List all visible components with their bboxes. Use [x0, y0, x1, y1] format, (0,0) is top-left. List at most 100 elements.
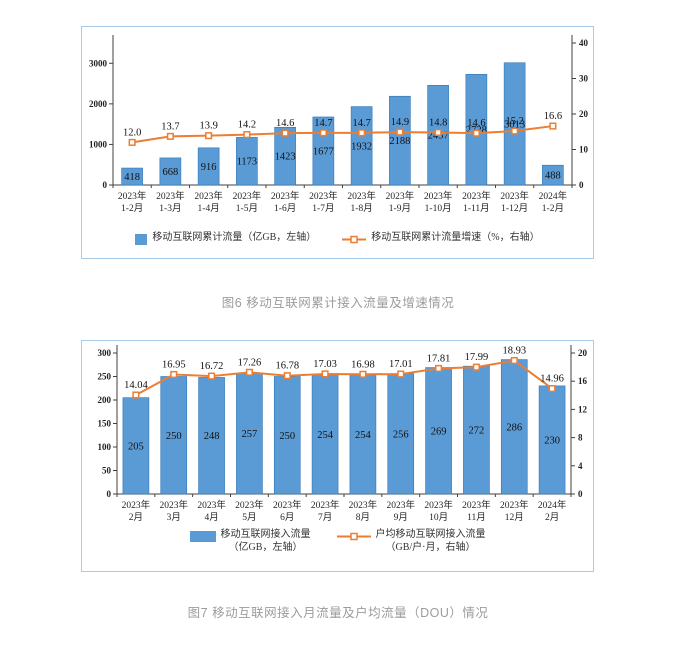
category-label: 2023年 11月	[462, 499, 491, 523]
category-label: 2023年 1-11月	[462, 190, 491, 214]
bar-value-label: 205	[128, 441, 144, 452]
figure6-caption: 图6 移动互联网累计接入流量及增速情况	[221, 296, 455, 310]
bar-value-label: 256	[393, 429, 409, 440]
left-axis-tick-label: 300	[98, 348, 112, 358]
bar-value-label: 2188	[389, 136, 410, 147]
bar	[274, 126, 296, 186]
line-marker	[472, 363, 480, 371]
line-value-label: 16.6	[544, 111, 562, 122]
figure7-chart-card: 0 50 100 150 200 250 300 0 4 8 12 16 20 205 250 248 257 2…	[81, 340, 594, 572]
line-value-label: 14.7	[352, 118, 370, 129]
figure6-chart-card: 0 1000 2000 3000 0 10 20 30 40 418 668 916 1173 1423 1…	[81, 26, 594, 259]
line-value-label: 15.2	[505, 116, 523, 127]
right-axis-tick-label: 4	[578, 461, 583, 471]
line-series	[131, 125, 554, 144]
bar	[311, 374, 339, 495]
bar	[463, 365, 490, 495]
left-axis-tick-label: 150	[98, 419, 112, 429]
line-value-label: 14.6	[467, 118, 485, 129]
bar-value-label: 269	[431, 426, 447, 437]
right-axis-tick-label: 0	[578, 489, 583, 499]
legend-label: 移动互联网接入流量 （亿GB，左轴）	[220, 529, 311, 553]
left-axis-tick-label: 0	[107, 489, 112, 499]
left-axis-tick-label: 2000	[89, 99, 108, 109]
bar-value-label: 1932	[351, 141, 372, 152]
bar-value-label: 668	[163, 167, 179, 178]
category-label: 2023年 2月	[122, 499, 151, 523]
bar-value-label: 1423	[275, 152, 296, 163]
line-value-label: 14.96	[540, 374, 564, 385]
bar-value-label: 2457	[428, 131, 449, 142]
bar-value-label: 1677	[313, 146, 334, 157]
right-axis-tick-label: 40	[579, 38, 589, 48]
line-value-label: 18.93	[502, 346, 526, 357]
category-label: 2023年 4月	[197, 499, 226, 523]
line-marker	[358, 129, 366, 137]
left-axis-tick-label: 250	[98, 372, 112, 382]
line-value-label: 12.0	[123, 127, 141, 138]
bar-value-label: 286	[506, 422, 522, 433]
figure7-legend: 移动互联网接入流量 （亿GB，左轴） 户均移动互联网接入流量 （GB/户·月，右轴）	[82, 528, 593, 554]
legend-item-bar-series: 移动互联网接入流量 （亿GB，左轴）	[189, 528, 311, 554]
bar	[121, 167, 143, 186]
line-marker	[472, 129, 480, 137]
line-marker	[359, 370, 367, 378]
category-label: 2023年 5月	[235, 499, 264, 523]
line-value-label: 14.6	[276, 118, 294, 129]
line-marker	[245, 368, 253, 376]
line-value-label: 16.72	[200, 361, 224, 372]
bar	[542, 164, 564, 186]
line-value-label: 17.01	[389, 359, 413, 370]
bar	[503, 62, 526, 186]
bar-value-label: 418	[124, 172, 140, 183]
category-label: 2023年 6月	[273, 499, 302, 523]
legend-label: 移动互联网累计流量增速（%，右轴）	[371, 232, 540, 243]
category-label: 2023年 1-10月	[424, 190, 453, 214]
line-value-label: 13.7	[161, 121, 179, 132]
right-axis-tick-label: 12	[578, 404, 588, 414]
bar	[159, 157, 182, 186]
legend-item-bar-series: 移动互联网累计流量（亿GB，左轴）	[135, 231, 316, 250]
left-axis-tick-label: 3000	[89, 58, 108, 68]
line-marker	[281, 129, 289, 137]
bar	[425, 367, 452, 495]
category-label: 2023年 1-5月	[233, 190, 262, 214]
line-value-label: 16.98	[351, 359, 375, 370]
bar	[312, 116, 335, 186]
bar-value-label: 248	[204, 431, 220, 442]
category-label: 2023年 10月	[424, 499, 453, 523]
right-axis-tick-label: 30	[579, 74, 589, 84]
line-marker-swatch-icon	[336, 529, 371, 547]
line-value-label: 17.81	[427, 353, 451, 364]
line-value-label: 14.2	[238, 120, 256, 131]
line-marker	[132, 391, 140, 399]
category-label: 2023年 3月	[159, 499, 188, 523]
line-marker	[510, 356, 518, 365]
line-marker	[549, 122, 557, 130]
bar-value-label: 272	[469, 426, 485, 437]
line-marker	[128, 138, 136, 146]
category-label: 2023年 12月	[500, 499, 529, 523]
category-label: 2023年 1-12月	[500, 190, 529, 214]
figure6-combo-chart: 0 1000 2000 3000 0 10 20 30 40 418 668 916 1173 1423 1…	[89, 35, 589, 214]
bar-value-label: 1173	[237, 157, 258, 168]
category-label: 2023年 8月	[349, 499, 378, 523]
line-marker	[434, 128, 442, 137]
legend-item-line-series: 户均移动互联网接入流量 （GB/户·月，右轴）	[336, 528, 486, 554]
line-marker	[548, 384, 556, 393]
line-marker	[396, 128, 404, 136]
bar-value-label: 3013	[504, 119, 525, 130]
right-axis-tick-label: 20	[578, 348, 588, 358]
bar-value-label: 250	[166, 431, 182, 442]
bar	[389, 95, 411, 186]
category-label: 2023年 7月	[311, 499, 340, 523]
line-value-label: 14.9	[391, 117, 409, 128]
line-marker	[435, 364, 443, 372]
left-axis-tick-label: 0	[103, 180, 108, 190]
line-value-label: 16.95	[162, 360, 186, 371]
right-axis-tick-label: 0	[579, 180, 584, 190]
category-label: 2023年 9月	[386, 499, 415, 523]
line-value-label: 17.26	[238, 357, 262, 368]
category-label: 2023年 1-8月	[347, 190, 376, 214]
